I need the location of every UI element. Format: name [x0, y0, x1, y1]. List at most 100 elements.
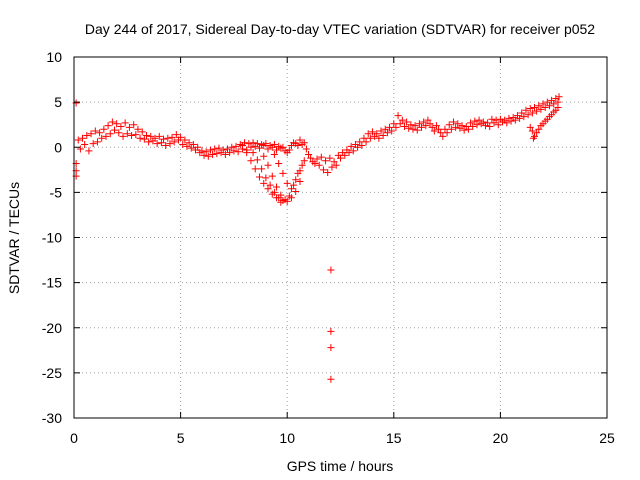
data-point [209, 150, 217, 158]
data-point [311, 159, 319, 167]
data-point [328, 163, 336, 171]
data-point [518, 109, 526, 117]
data-point [172, 131, 180, 139]
data-point [177, 133, 185, 141]
data-point [449, 118, 457, 126]
data-point [454, 120, 462, 128]
data-point [533, 129, 541, 137]
data-point [123, 130, 131, 138]
data-point [326, 154, 334, 162]
x-tick-label: 20 [493, 430, 509, 446]
data-point [305, 150, 313, 158]
data-point [249, 139, 257, 147]
data-point [383, 129, 391, 137]
data-point [290, 181, 298, 189]
data-point [317, 153, 325, 161]
data-point [471, 117, 479, 125]
data-point [277, 198, 285, 206]
data-point [198, 147, 206, 155]
data-point [262, 174, 270, 182]
data-point [362, 138, 370, 146]
data-point [415, 120, 423, 128]
data-point [194, 143, 202, 151]
data-point [420, 118, 428, 126]
data-point [134, 125, 142, 133]
x-tick-label: 25 [599, 430, 615, 446]
data-point [106, 130, 114, 138]
y-tick-label: -15 [42, 275, 62, 291]
data-point [398, 116, 406, 124]
data-points [72, 93, 563, 383]
y-tick-label: 0 [54, 139, 62, 155]
data-point [300, 139, 308, 147]
data-point [360, 134, 368, 142]
data-point [364, 130, 372, 138]
data-point [552, 95, 560, 103]
y-axis-label: SDTVAR / TECUs [6, 182, 22, 294]
data-point [281, 196, 289, 204]
data-point [394, 112, 402, 120]
data-point [529, 134, 537, 142]
data-point [543, 98, 551, 106]
data-point [183, 142, 191, 150]
data-point [437, 129, 445, 137]
data-point [503, 119, 511, 127]
data-point [260, 179, 268, 187]
data-point [302, 145, 310, 153]
data-point [313, 155, 321, 163]
data-point [426, 120, 434, 128]
data-point [296, 167, 304, 175]
data-point [347, 142, 355, 150]
data-point [407, 121, 415, 129]
data-point [464, 125, 472, 133]
data-point [96, 129, 104, 137]
data-point [138, 128, 146, 136]
data-point [307, 154, 315, 162]
data-point [418, 123, 426, 131]
data-point [87, 130, 95, 138]
data-point [219, 146, 227, 154]
data-point [224, 145, 232, 153]
data-point [249, 149, 257, 157]
data-point [151, 134, 159, 142]
data-point [130, 121, 138, 129]
data-point [255, 144, 263, 152]
data-point [128, 132, 136, 140]
data-point [522, 106, 530, 114]
data-point [251, 165, 259, 173]
data-point [441, 125, 449, 133]
data-point [375, 134, 383, 142]
data-point [390, 120, 398, 128]
data-point [526, 104, 534, 112]
data-point [89, 140, 97, 148]
data-point [162, 141, 170, 149]
data-point [117, 122, 125, 130]
data-point [469, 122, 477, 130]
data-point [537, 105, 545, 113]
data-point [93, 138, 101, 146]
data-point [253, 156, 261, 164]
data-point [322, 157, 330, 165]
data-point [287, 185, 295, 193]
data-point [475, 116, 483, 124]
data-point [268, 172, 276, 180]
data-point [488, 115, 496, 123]
data-point [337, 154, 344, 162]
data-point [166, 140, 174, 148]
data-point [153, 140, 161, 148]
data-point [211, 145, 219, 153]
data-point [215, 144, 223, 152]
x-tick-label: 0 [70, 430, 78, 446]
data-point [273, 194, 281, 202]
data-point [125, 123, 133, 131]
data-point [98, 134, 106, 142]
data-point [260, 152, 268, 160]
data-point [432, 122, 440, 130]
data-point [298, 161, 306, 169]
data-point [266, 181, 274, 189]
data-point [413, 126, 421, 134]
data-point [458, 122, 466, 130]
data-point [292, 176, 300, 184]
data-point [539, 100, 547, 108]
